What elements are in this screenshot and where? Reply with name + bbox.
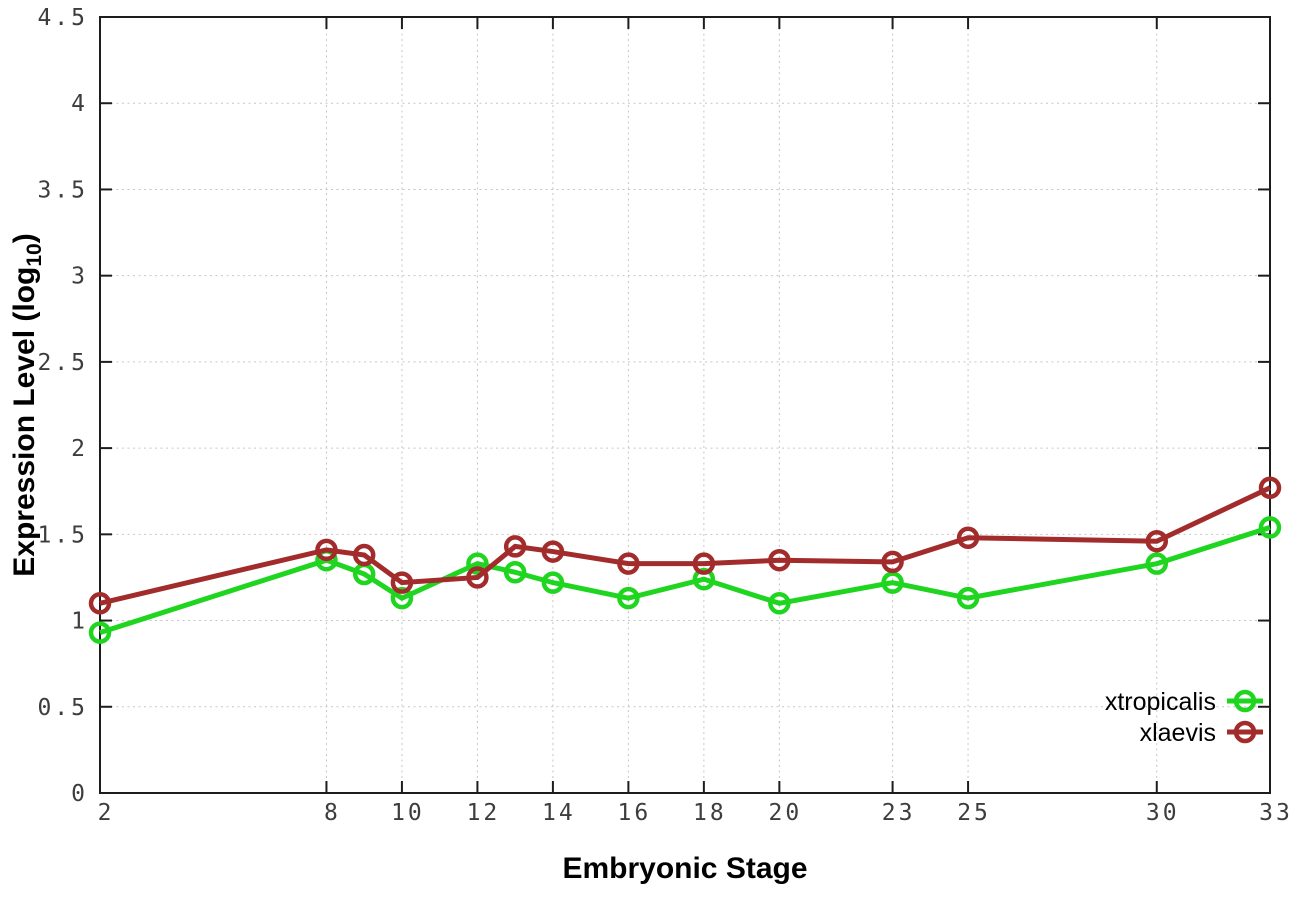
data-point — [1145, 529, 1169, 553]
data-point — [768, 592, 791, 615]
x-tick-label: 2 — [98, 800, 115, 826]
legend-sample-marker — [1233, 720, 1257, 744]
data-point — [503, 535, 527, 558]
x-tick-label: 14 — [542, 800, 576, 826]
y-tick-label: 4 — [71, 91, 88, 117]
x-tick-label: 30 — [1146, 800, 1180, 826]
y-tick-label: 1.5 — [37, 522, 88, 548]
legend-label: xtropicalis — [1105, 688, 1216, 716]
y-tick-label: 0 — [71, 781, 88, 807]
data-point — [692, 567, 716, 591]
legend-label: xlaevis — [1140, 719, 1216, 747]
tick-marks — [99, 16, 1271, 794]
x-tick-label: 12 — [467, 800, 501, 826]
x-tick-label: 33 — [1259, 800, 1293, 826]
x-tick-label: 23 — [882, 800, 916, 826]
data-point — [956, 586, 980, 610]
data-point — [541, 571, 565, 594]
data-point — [1145, 552, 1169, 575]
x-axis-title: Embryonic Stage — [562, 852, 807, 885]
data-point — [88, 592, 112, 615]
y-tick-label: 4.5 — [37, 5, 88, 31]
data-point — [352, 543, 376, 567]
x-tick-label: 10 — [391, 800, 425, 826]
y-tick-labels: 0 0.5 1 1.5 2 2.5 3 3.5 4 4.5 — [37, 5, 88, 807]
y-tick-label: 3.5 — [37, 177, 88, 203]
data-point — [1258, 476, 1282, 500]
legend-entry-xtropicalis: xtropicalis — [1105, 688, 1263, 716]
x-tick-label: 25 — [957, 800, 991, 826]
data-point — [503, 561, 527, 584]
data-point — [390, 571, 414, 594]
legend-sample-marker — [1233, 689, 1257, 713]
data-point — [541, 540, 565, 563]
y-axis-title: Expression Level (log10) — [8, 233, 46, 576]
data-point — [617, 552, 640, 575]
y-tick-label: 2.5 — [37, 350, 88, 376]
x-tick-labels: 2 8 10 12 14 16 18 20 23 25 30 33 — [98, 800, 1293, 826]
gridlines — [100, 17, 1270, 793]
series-line — [99, 525, 1271, 636]
data-point — [88, 621, 112, 644]
data-point — [617, 586, 640, 610]
y-tick-label: 0.5 — [37, 695, 88, 721]
y-tick-label: 3 — [71, 264, 88, 290]
data-point — [956, 526, 980, 550]
data-point — [768, 548, 791, 572]
data-point — [390, 586, 414, 610]
series-xlaevis — [88, 476, 1282, 615]
series-xtropicalis — [88, 516, 1282, 644]
data-point — [466, 566, 489, 589]
data-point — [315, 538, 338, 562]
x-tick-label: 20 — [769, 800, 803, 826]
x-tick-label: 18 — [693, 800, 727, 826]
legend-entry-xlaevis: xlaevis — [1140, 719, 1263, 747]
data-point — [466, 552, 489, 575]
legend: xtropicalis xlaevis — [1105, 688, 1263, 747]
y-tick-label: 2 — [71, 436, 88, 462]
data-point — [881, 571, 904, 594]
data-point — [1258, 516, 1282, 539]
y-tick-label: 1 — [71, 609, 88, 635]
x-tick-label: 8 — [324, 800, 341, 826]
data-point — [692, 552, 716, 575]
x-tick-label: 16 — [618, 800, 652, 826]
data-point — [881, 550, 904, 574]
plot-border — [99, 16, 1271, 794]
